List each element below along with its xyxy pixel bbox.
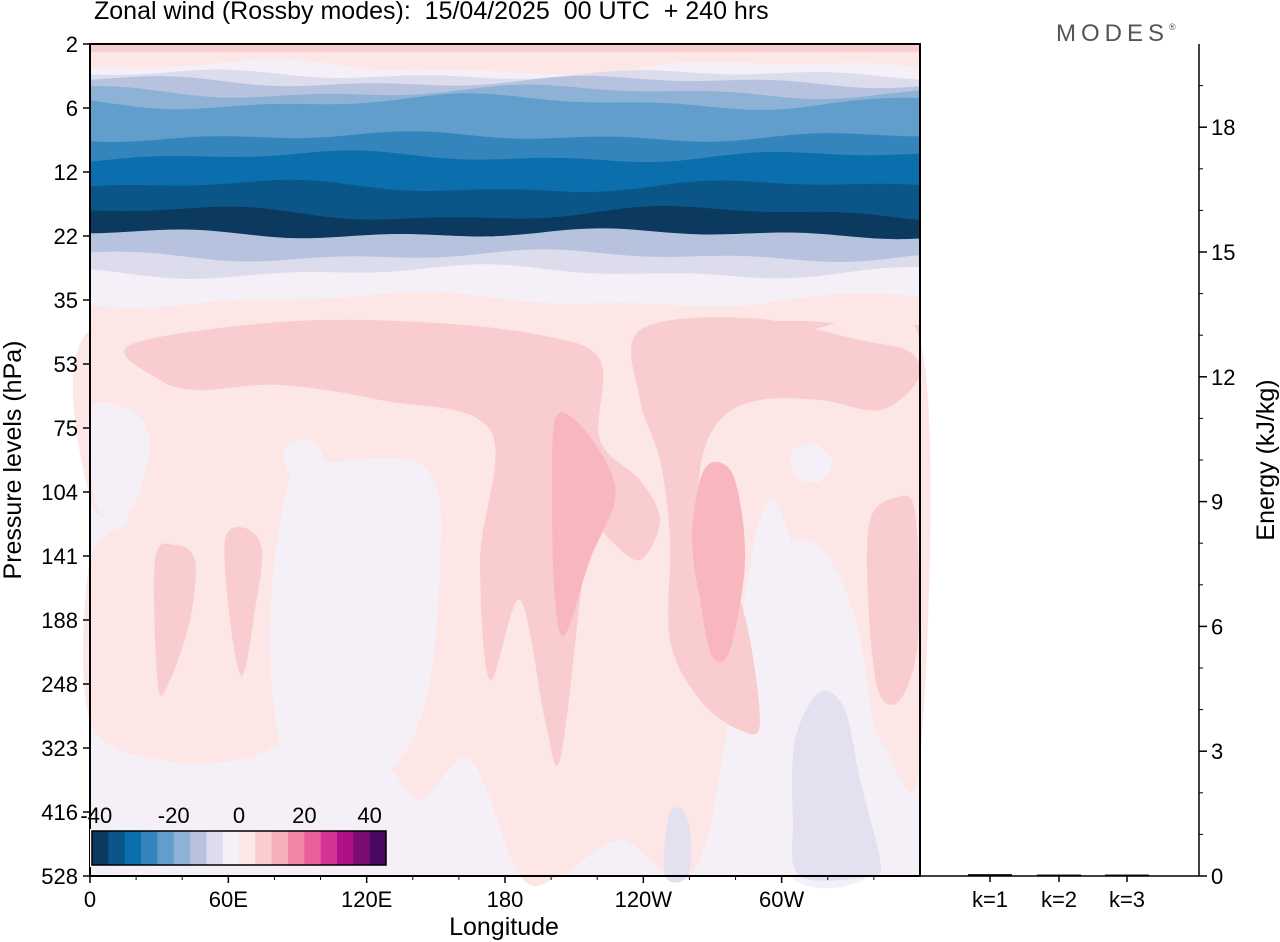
colorbar-tick-label: 0 bbox=[233, 803, 245, 828]
colorbar-swatch bbox=[369, 831, 387, 865]
y-tick-label: 12 bbox=[54, 160, 78, 185]
colorbar-tick-label: 40 bbox=[357, 803, 381, 828]
brand-name: MODES bbox=[1056, 20, 1170, 47]
energy-bar bbox=[1037, 874, 1081, 877]
colorbar-swatch bbox=[173, 831, 191, 865]
wind-cell-plus10 bbox=[153, 543, 196, 696]
wind-patches bbox=[72, 306, 931, 889]
wind-cell-minus5 bbox=[791, 690, 882, 881]
y-tick-label: 104 bbox=[41, 480, 78, 505]
y-tick-label: 6 bbox=[66, 96, 78, 121]
colorbar-frame bbox=[91, 830, 387, 866]
colorbar-tick-label: -40 bbox=[80, 803, 112, 828]
wind-cell-zero bbox=[790, 443, 833, 483]
colorbar-swatch bbox=[337, 831, 354, 865]
x-axis-label: Longitude bbox=[449, 913, 559, 941]
energy-tick-label: 15 bbox=[1211, 240, 1235, 265]
colorbar-swatch bbox=[190, 831, 207, 865]
wind-tongue-zero bbox=[270, 457, 441, 803]
colorbar-swatch bbox=[92, 831, 109, 865]
y-tick-label: 323 bbox=[41, 736, 78, 761]
colorbar-swatch bbox=[157, 831, 175, 865]
y-tick-label: 53 bbox=[54, 352, 78, 377]
colorbar-swatch bbox=[320, 831, 338, 865]
colorbar-swatch bbox=[206, 831, 224, 865]
energy-bar bbox=[968, 874, 1012, 876]
colorbar-swatch bbox=[271, 831, 289, 865]
y-axis-label: Pressure levels (hPa) bbox=[0, 341, 27, 580]
colorbar-tick-label: -20 bbox=[158, 803, 190, 828]
energy-bars: k=1 k=2 k=3 bbox=[968, 874, 1149, 912]
y-tick-label: 248 bbox=[41, 672, 78, 697]
energy-category-label: k=3 bbox=[1109, 887, 1145, 912]
x-tick-label: 60W bbox=[759, 887, 804, 912]
wind-cell-plus10 bbox=[866, 495, 920, 705]
energy-tick-label: 9 bbox=[1211, 490, 1223, 515]
colorbar-swatch bbox=[288, 831, 305, 865]
y-tick-label: 22 bbox=[54, 224, 78, 249]
brand-mark: ® bbox=[1169, 22, 1176, 32]
wind-cell-minus5 bbox=[663, 807, 692, 883]
energy-tick-label: 0 bbox=[1211, 864, 1223, 889]
x-tick-label: 0 bbox=[84, 887, 96, 912]
colorbar-swatch bbox=[108, 831, 126, 865]
y-tick-label: 2 bbox=[66, 32, 78, 57]
wind-core-plus15 bbox=[692, 462, 746, 663]
colorbar-swatch bbox=[124, 831, 142, 865]
energy-axis-label: Energy (kJ/kg) bbox=[1252, 379, 1280, 540]
chart-title: Zonal wind (Rossby modes): 15/04/2025 00… bbox=[94, 0, 769, 25]
energy-tick-label: 12 bbox=[1211, 365, 1235, 390]
colorbar-swatch bbox=[239, 831, 256, 865]
y-tick-label: 141 bbox=[41, 544, 78, 569]
wind-cell-zero bbox=[87, 402, 151, 521]
y-tick-label: 35 bbox=[54, 288, 78, 313]
colorbar-tick-label: 20 bbox=[292, 803, 316, 828]
wind-region-plus10 bbox=[124, 319, 660, 767]
colorbar-swatch bbox=[304, 831, 322, 865]
energy-bar bbox=[1105, 874, 1149, 877]
y-tick-label: 416 bbox=[41, 800, 78, 825]
x-tick-label: 60E bbox=[209, 887, 248, 912]
wind-region-plus10 bbox=[631, 317, 921, 735]
colorbar-swatch bbox=[222, 831, 240, 865]
energy-tick-label: 3 bbox=[1211, 739, 1223, 764]
wind-band bbox=[89, 43, 921, 53]
y-tick-label: 188 bbox=[41, 608, 78, 633]
colorbar: -40 -20 0 20 40 bbox=[80, 803, 388, 867]
y-tick-label: 528 bbox=[41, 864, 78, 889]
brand-logo: MODES® bbox=[1056, 20, 1176, 48]
energy-category-label: k=1 bbox=[972, 887, 1008, 912]
energy-category-label: k=2 bbox=[1041, 887, 1077, 912]
x-tick-label: 180 bbox=[487, 887, 524, 912]
x-tick-label: 120E bbox=[341, 887, 392, 912]
colorbar-swatch bbox=[141, 831, 158, 865]
colorbar-swatch bbox=[255, 831, 273, 865]
colorbar-swatch bbox=[353, 831, 371, 865]
y-tick-label: 75 bbox=[54, 416, 78, 441]
wind-core-plus15 bbox=[551, 412, 616, 637]
energy-tick-label: 18 bbox=[1211, 115, 1235, 140]
wind-cell-plus10 bbox=[224, 526, 263, 677]
energy-tick-label: 6 bbox=[1211, 614, 1223, 639]
x-tick-label: 120W bbox=[615, 887, 673, 912]
